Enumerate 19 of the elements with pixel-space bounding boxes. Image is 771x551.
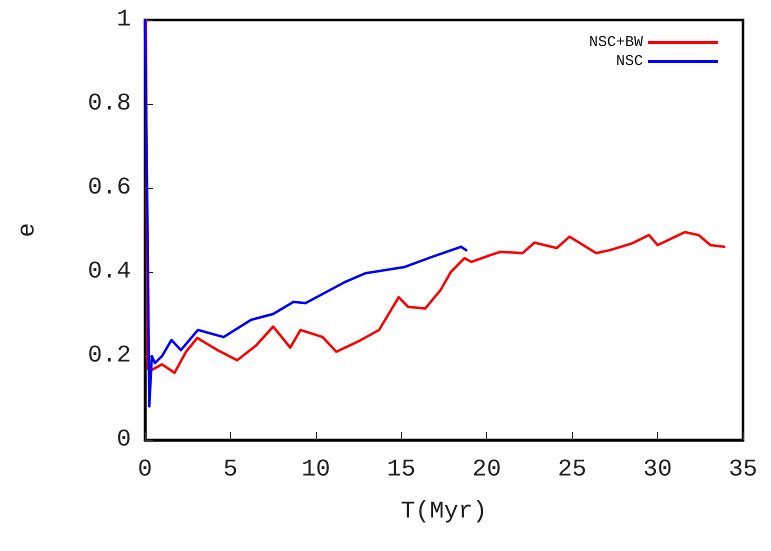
x-tick-label: 15 xyxy=(386,456,416,484)
y-axis-title: e xyxy=(14,222,42,238)
x-tick-label: 25 xyxy=(558,456,587,484)
y-tick-label: 0.8 xyxy=(88,90,131,118)
y-tick-label: 0 xyxy=(116,426,131,454)
legend-label: NSC xyxy=(616,53,643,70)
x-tick-label: 30 xyxy=(643,456,672,484)
x-axis-title: T(Myr) xyxy=(400,498,488,526)
x-tick-label: 0 xyxy=(138,456,152,484)
y-tick-label: 0.6 xyxy=(88,174,131,202)
x-tick-label: 5 xyxy=(223,456,238,484)
y-tick-label: 0.4 xyxy=(88,258,131,286)
legend-label: NSC+BW xyxy=(588,34,643,51)
x-tick-label: 10 xyxy=(301,456,330,484)
x-tick-label: 35 xyxy=(728,456,758,484)
x-tick-label: 20 xyxy=(472,456,502,484)
line-series xyxy=(144,18,468,408)
y-tick-label: 0.2 xyxy=(88,342,131,370)
y-tick-label: 1 xyxy=(116,6,131,34)
